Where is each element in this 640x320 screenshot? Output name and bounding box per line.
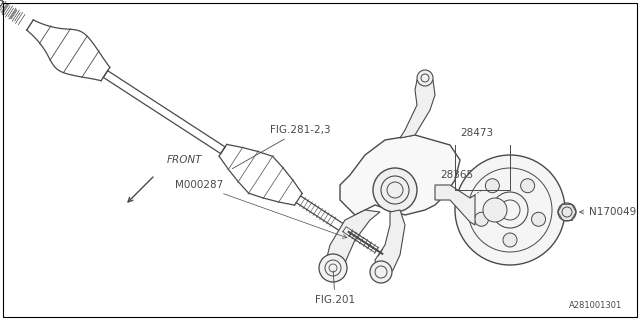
Circle shape xyxy=(558,203,576,221)
Circle shape xyxy=(319,254,347,282)
Circle shape xyxy=(474,212,488,226)
Circle shape xyxy=(485,179,499,193)
Text: A281001301: A281001301 xyxy=(569,301,622,310)
Polygon shape xyxy=(400,75,435,138)
Text: N170049: N170049 xyxy=(580,207,636,217)
Circle shape xyxy=(503,233,517,247)
Text: FRONT: FRONT xyxy=(167,155,202,165)
Circle shape xyxy=(373,168,417,212)
Circle shape xyxy=(520,179,534,193)
Polygon shape xyxy=(340,135,460,215)
Text: 28473: 28473 xyxy=(460,128,493,138)
Polygon shape xyxy=(435,185,475,225)
Circle shape xyxy=(455,155,565,265)
Text: M000287: M000287 xyxy=(175,180,347,238)
Circle shape xyxy=(483,198,507,222)
Text: 28365: 28365 xyxy=(440,170,473,180)
Circle shape xyxy=(532,212,545,226)
Polygon shape xyxy=(375,210,405,275)
Circle shape xyxy=(417,70,433,86)
Circle shape xyxy=(370,261,392,283)
Polygon shape xyxy=(325,210,380,272)
Text: FIG.281-2,3: FIG.281-2,3 xyxy=(232,125,331,169)
Text: FIG.201: FIG.201 xyxy=(315,271,355,305)
